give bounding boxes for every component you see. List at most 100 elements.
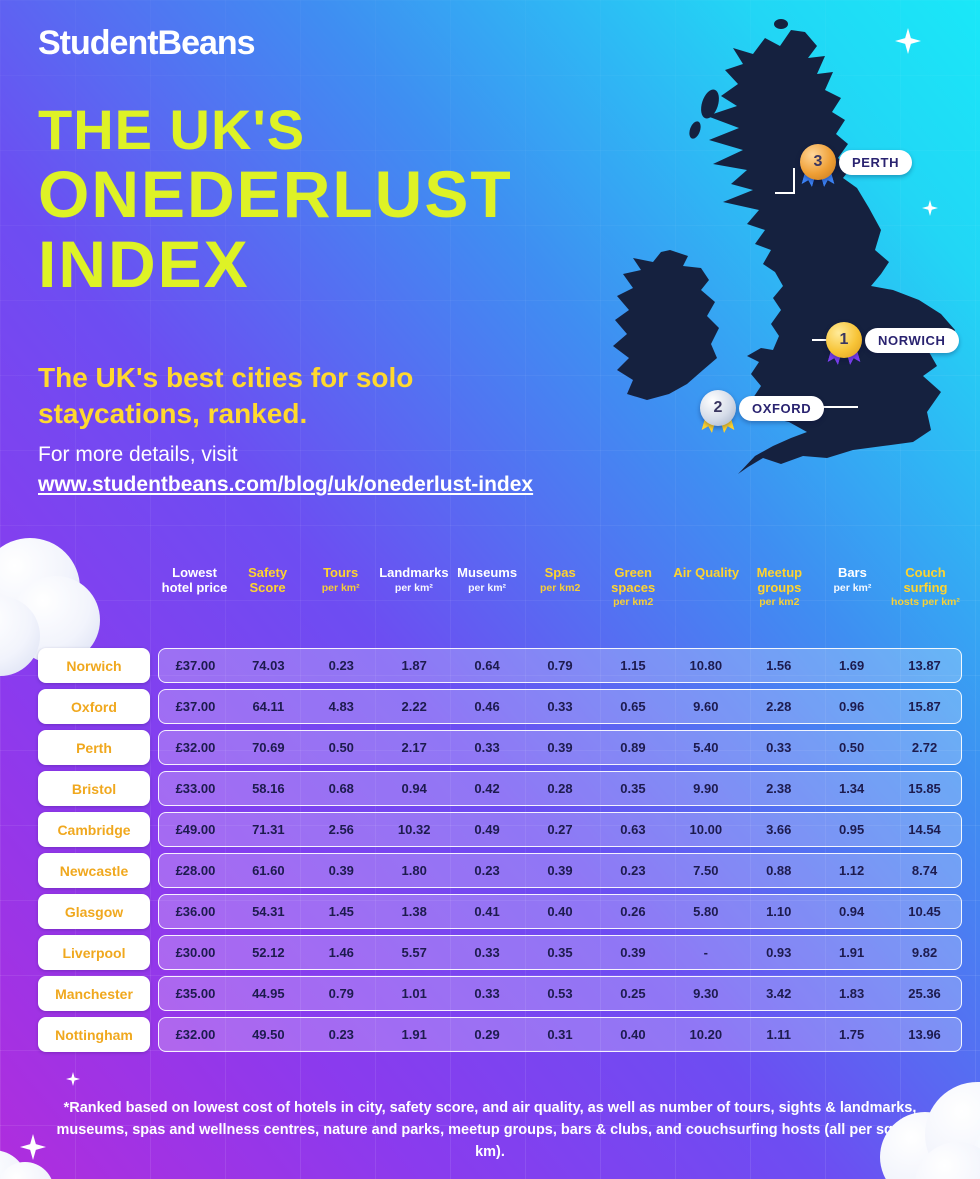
data-cell: 3.66 xyxy=(766,822,792,837)
data-cell: 5.80 xyxy=(693,904,719,919)
data-cell: 3.42 xyxy=(766,986,792,1001)
data-cell: 44.95 xyxy=(252,986,285,1001)
data-cell: 0.49 xyxy=(474,822,500,837)
rank-number: 1 xyxy=(826,322,862,358)
data-cell: 1.56 xyxy=(766,658,792,673)
city-cell: Oxford xyxy=(38,689,150,724)
data-cell: 14.54 xyxy=(908,822,941,837)
data-cell: 2.56 xyxy=(328,822,354,837)
data-cell: 0.23 xyxy=(620,863,646,878)
column-header: Bars per km² xyxy=(833,565,872,594)
data-cell: 0.25 xyxy=(620,986,646,1001)
data-cell: 1.80 xyxy=(401,863,427,878)
data-cell: 10.00 xyxy=(689,822,723,837)
connector-line-perth xyxy=(793,168,795,194)
column-header: Safety Score xyxy=(248,565,288,595)
data-cell: £49.00 xyxy=(175,822,216,837)
row-values: £33.00 58.16 0.68 0.94 0.42 0.28 0.35 9.90 2.38 1… xyxy=(158,771,962,806)
data-cell: 0.40 xyxy=(620,1027,646,1042)
data-cell: 0.40 xyxy=(547,904,573,919)
data-cell: 4.83 xyxy=(328,699,354,714)
data-cell: 7.50 xyxy=(693,863,719,878)
data-cell: 0.27 xyxy=(547,822,573,837)
data-cell: 13.87 xyxy=(908,658,941,673)
data-cell: 61.60 xyxy=(252,863,285,878)
connector-line-oxford xyxy=(806,406,858,408)
column-header: Meetup groups per km2 xyxy=(756,565,803,609)
data-cell: 0.35 xyxy=(620,781,646,796)
map-label-oxford: OXFORD xyxy=(739,395,825,421)
column-header: Tours per km² xyxy=(321,565,360,594)
table-row: Bristol £33.00 58.16 0.68 0.94 0.42 0.28 0.35 9.… xyxy=(38,771,962,806)
data-cell: 0.23 xyxy=(328,658,354,673)
data-cell: £37.00 xyxy=(175,699,216,714)
table-row: Manchester £35.00 44.95 0.79 1.01 0.33 0.53 0.2… xyxy=(38,976,962,1011)
row-values: £37.00 74.03 0.23 1.87 0.64 0.79 1.15 10.80 1.56… xyxy=(158,648,962,683)
uk-map-graphic xyxy=(613,19,955,474)
row-values: £30.00 52.12 1.46 5.57 0.33 0.35 0.39 - 0.93 1.91… xyxy=(158,935,962,970)
data-cell: 70.69 xyxy=(252,740,285,755)
data-cell: 1.34 xyxy=(838,781,865,796)
data-cell: 0.31 xyxy=(547,1027,573,1042)
data-cell: 1.12 xyxy=(838,863,865,878)
footnote-text: *Ranked based on lowest cost of hotels i… xyxy=(56,1100,924,1160)
ranking-table: Lowest hotel price Safety Score Tours per k… xyxy=(38,565,962,1058)
column-header: Lowest hotel price xyxy=(161,565,228,595)
silver-medal-icon: 2 xyxy=(700,390,736,426)
data-cell: 10.32 xyxy=(397,822,431,837)
data-cell: 1.01 xyxy=(401,986,427,1001)
table-row: Newcastle £28.00 61.60 0.39 1.80 0.23 0.39 0.23… xyxy=(38,853,962,888)
data-cell: 0.23 xyxy=(328,1027,354,1042)
map-label-perth: PERTH xyxy=(839,149,913,175)
data-cell: 0.53 xyxy=(547,986,573,1001)
table-header-row: Lowest hotel price Safety Score Tours per k… xyxy=(38,565,962,642)
data-cell: £36.00 xyxy=(175,904,216,919)
data-cell: 0.64 xyxy=(474,658,500,673)
data-cell: 1.15 xyxy=(620,658,646,673)
data-cell: 1.38 xyxy=(401,904,427,919)
data-cell: 8.74 xyxy=(911,863,938,878)
data-cell: 10.80 xyxy=(689,658,723,673)
row-values: £36.00 54.31 1.45 1.38 0.41 0.40 0.26 5.80 1.10 0… xyxy=(158,894,962,929)
connector-line-perth-2 xyxy=(775,192,795,194)
data-cell: 0.95 xyxy=(838,822,865,837)
city-cell: Manchester xyxy=(38,976,150,1011)
title-line-1: THE UK'S xyxy=(38,98,306,161)
table-row: Nottingham £32.00 49.50 0.23 1.91 0.29 0.31 0.4… xyxy=(38,1017,962,1052)
row-values: £28.00 61.60 0.39 1.80 0.23 0.39 0.23 7.50 0.88 1… xyxy=(158,853,962,888)
column-header: Couch surfing hosts per km² xyxy=(891,565,960,609)
data-cell: - xyxy=(703,945,708,960)
data-cell: £35.00 xyxy=(175,986,216,1001)
data-cell: 0.35 xyxy=(547,945,573,960)
details-link[interactable]: www.studentbeans.com/blog/uk/onederlust-… xyxy=(38,473,534,497)
column-header: Green spaces per km2 xyxy=(611,565,656,609)
cloud-icon xyxy=(0,538,112,688)
data-cell: 13.96 xyxy=(908,1027,941,1042)
data-cell: 0.39 xyxy=(547,863,573,878)
table-row: Perth £32.00 70.69 0.50 2.17 0.33 0.39 0.89 5.40… xyxy=(38,730,962,765)
data-cell: 0.28 xyxy=(547,781,573,796)
data-cell: 1.45 xyxy=(328,904,354,919)
row-values: £32.00 70.69 0.50 2.17 0.33 0.39 0.89 5.40 0.33 0… xyxy=(158,730,962,765)
page-title: THE UK'S ONEDERLUST INDEX xyxy=(38,98,513,300)
data-cell: 64.11 xyxy=(252,699,285,714)
data-cell: 0.42 xyxy=(474,781,500,796)
data-cell: 0.39 xyxy=(547,740,573,755)
data-cell: 9.30 xyxy=(693,986,719,1001)
data-cell: 1.87 xyxy=(401,658,427,673)
table-body: Norwich £37.00 74.03 0.23 1.87 0.64 0.79 1.15 10… xyxy=(38,648,962,1052)
header-spacer xyxy=(38,566,158,642)
data-cell: 2.28 xyxy=(766,699,792,714)
data-cell: 52.12 xyxy=(252,945,285,960)
page-subtitle: The UK's best cities for solo staycation… xyxy=(38,362,414,430)
data-cell: £28.00 xyxy=(175,863,216,878)
column-headers: Lowest hotel price Safety Score Tours per k… xyxy=(158,565,962,642)
data-cell: 58.16 xyxy=(252,781,285,796)
row-values: £32.00 49.50 0.23 1.91 0.29 0.31 0.40 10.20 1.11… xyxy=(158,1017,962,1052)
data-cell: 2.38 xyxy=(766,781,792,796)
data-cell: 1.83 xyxy=(838,986,865,1001)
map-marker-perth: 3 PERTH xyxy=(800,144,913,180)
rank-number: 3 xyxy=(800,144,836,180)
data-cell: 9.60 xyxy=(693,699,719,714)
data-cell: £30.00 xyxy=(175,945,216,960)
